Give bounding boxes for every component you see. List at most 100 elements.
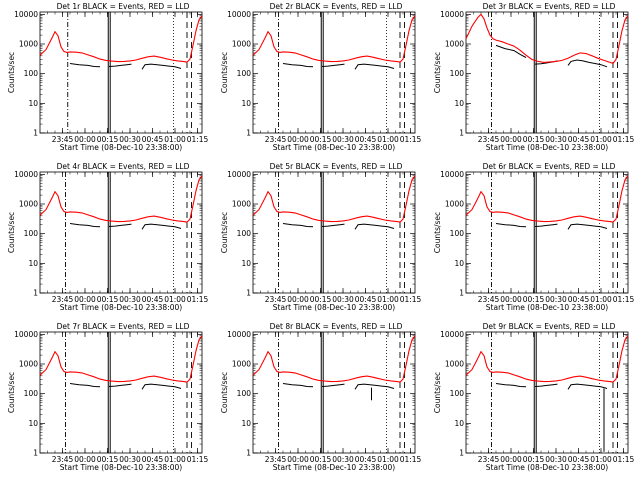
x-tick-label: 23:45 <box>478 455 500 464</box>
x-tick-label: 00:30 <box>119 295 141 304</box>
x-tick-label: 00:15 <box>97 135 119 144</box>
lld-series-line <box>39 175 203 223</box>
detector-panel: Det 5r BLACK = Events, RED = LLD 1 10 100 10… <box>220 162 422 312</box>
x-tick-label: 00:00 <box>500 295 522 304</box>
y-tick-label: 100 <box>237 69 252 78</box>
events-series-line <box>567 383 608 390</box>
x-tick-label: 23:45 <box>265 455 287 464</box>
x-axis-label: Start Time (08-Dec-10 23:38:00) <box>60 143 182 152</box>
detector-panel: Det 7r BLACK = Events, RED = LLD 1 10 100 10… <box>7 322 209 472</box>
x-tick-label: 00:00 <box>74 455 96 464</box>
y-tick-label: 100 <box>237 229 252 238</box>
plot-frame <box>39 11 203 134</box>
y-tick-label: 1 <box>459 129 464 138</box>
panel-title: Det 9r BLACK = Events, RED = LLD <box>483 322 616 331</box>
y-axis-label: Counts/sec <box>220 52 229 93</box>
events-series-line <box>495 44 527 58</box>
x-tick-label: 00:15 <box>310 455 332 464</box>
x-tick-label: 00:30 <box>332 295 354 304</box>
x-tick-label: 01:15 <box>400 455 422 464</box>
events-series-line <box>354 223 395 230</box>
y-tick-label: 10 <box>28 99 38 108</box>
y-axis-label: Counts/sec <box>433 52 442 93</box>
events-series-line <box>567 59 608 68</box>
x-tick-label: 00:45 <box>568 135 590 144</box>
events-series-line <box>321 63 345 67</box>
events-series-line <box>69 223 101 228</box>
x-tick-label: 01:00 <box>164 455 186 464</box>
y-axis-label: Counts/sec <box>220 212 229 253</box>
events-series-line <box>108 223 132 227</box>
x-tick-label: 01:00 <box>590 455 612 464</box>
lld-series-line <box>252 175 416 223</box>
y-tick-label: 1000 <box>232 360 251 369</box>
y-tick-label: 10000 <box>227 330 251 339</box>
panel-title: Det 3r BLACK = Events, RED = LLD <box>483 2 616 11</box>
x-tick-label: 01:15 <box>187 295 209 304</box>
x-tick-label: 00:45 <box>355 455 377 464</box>
lld-series-line <box>252 335 416 383</box>
y-tick-label: 1 <box>246 449 251 458</box>
detector-panel: Det 6r BLACK = Events, RED = LLD 1 10 100 10… <box>433 162 635 312</box>
x-tick-label: 00:45 <box>568 295 590 304</box>
events-series-line <box>282 223 314 228</box>
x-tick-label: 00:45 <box>142 135 164 144</box>
detector-panel: Det 3r BLACK = Events, RED = LLD 1 10 100 10… <box>433 2 635 152</box>
y-tick-label: 1000 <box>232 200 251 209</box>
x-tick-label: 00:00 <box>500 135 522 144</box>
x-tick-label: 01:00 <box>590 295 612 304</box>
x-tick-label: 01:00 <box>590 135 612 144</box>
x-tick-label: 23:45 <box>52 455 74 464</box>
y-tick-label: 1000 <box>445 40 464 49</box>
x-tick-label: 00:15 <box>97 295 119 304</box>
y-tick-label: 1 <box>459 289 464 298</box>
y-tick-label: 1 <box>246 129 251 138</box>
y-tick-label: 1000 <box>445 360 464 369</box>
y-axis-label: Counts/sec <box>7 372 16 413</box>
lld-series-line <box>39 15 203 63</box>
y-tick-label: 100 <box>450 229 465 238</box>
x-axis-label: Start Time (08-Dec-10 23:38:00) <box>486 463 608 472</box>
y-tick-label: 10 <box>241 99 251 108</box>
events-series-line <box>141 63 182 70</box>
detector-panel: Det 2r BLACK = Events, RED = LLD 1 10 100 10… <box>220 2 422 152</box>
events-series-line <box>321 383 345 387</box>
y-tick-label: 100 <box>450 69 465 78</box>
y-axis-label: Counts/sec <box>220 372 229 413</box>
x-tick-label: 23:45 <box>478 135 500 144</box>
x-tick-label: 01:15 <box>400 295 422 304</box>
x-tick-label: 01:00 <box>164 295 186 304</box>
y-tick-label: 10 <box>454 419 464 428</box>
x-tick-label: 01:15 <box>187 135 209 144</box>
x-tick-label: 00:45 <box>355 295 377 304</box>
panel-title: Det 5r BLACK = Events, RED = LLD <box>270 162 403 171</box>
x-axis-label: Start Time (08-Dec-10 23:38:00) <box>486 303 608 312</box>
plot-frame <box>252 171 416 294</box>
detector-panel: Det 4r BLACK = Events, RED = LLD 1 10 100 10… <box>7 162 209 312</box>
x-tick-label: 00:30 <box>332 455 354 464</box>
events-series-line <box>108 383 132 387</box>
panel-title: Det 6r BLACK = Events, RED = LLD <box>483 162 616 171</box>
y-tick-label: 1 <box>33 449 38 458</box>
x-axis-label: Start Time (08-Dec-10 23:38:00) <box>273 463 395 472</box>
y-tick-label: 10000 <box>227 170 251 179</box>
x-tick-label: 00:30 <box>545 455 567 464</box>
y-tick-label: 1 <box>246 289 251 298</box>
y-axis-label: Counts/sec <box>7 212 16 253</box>
x-tick-label: 00:15 <box>523 295 545 304</box>
y-tick-label: 10000 <box>440 330 464 339</box>
panel-title: Det 1r BLACK = Events, RED = LLD <box>57 2 190 11</box>
events-series-line <box>495 223 527 228</box>
plot-frame <box>465 331 629 454</box>
x-tick-label: 01:00 <box>164 135 186 144</box>
plot-frame <box>252 331 416 454</box>
events-series-line <box>69 383 101 388</box>
events-series-line <box>321 223 345 227</box>
x-axis-label: Start Time (08-Dec-10 23:38:00) <box>60 303 182 312</box>
plot-frame <box>252 11 416 134</box>
y-tick-label: 1000 <box>19 360 38 369</box>
x-tick-label: 01:00 <box>377 135 399 144</box>
x-tick-label: 00:00 <box>287 295 309 304</box>
lld-series-line <box>465 335 629 383</box>
